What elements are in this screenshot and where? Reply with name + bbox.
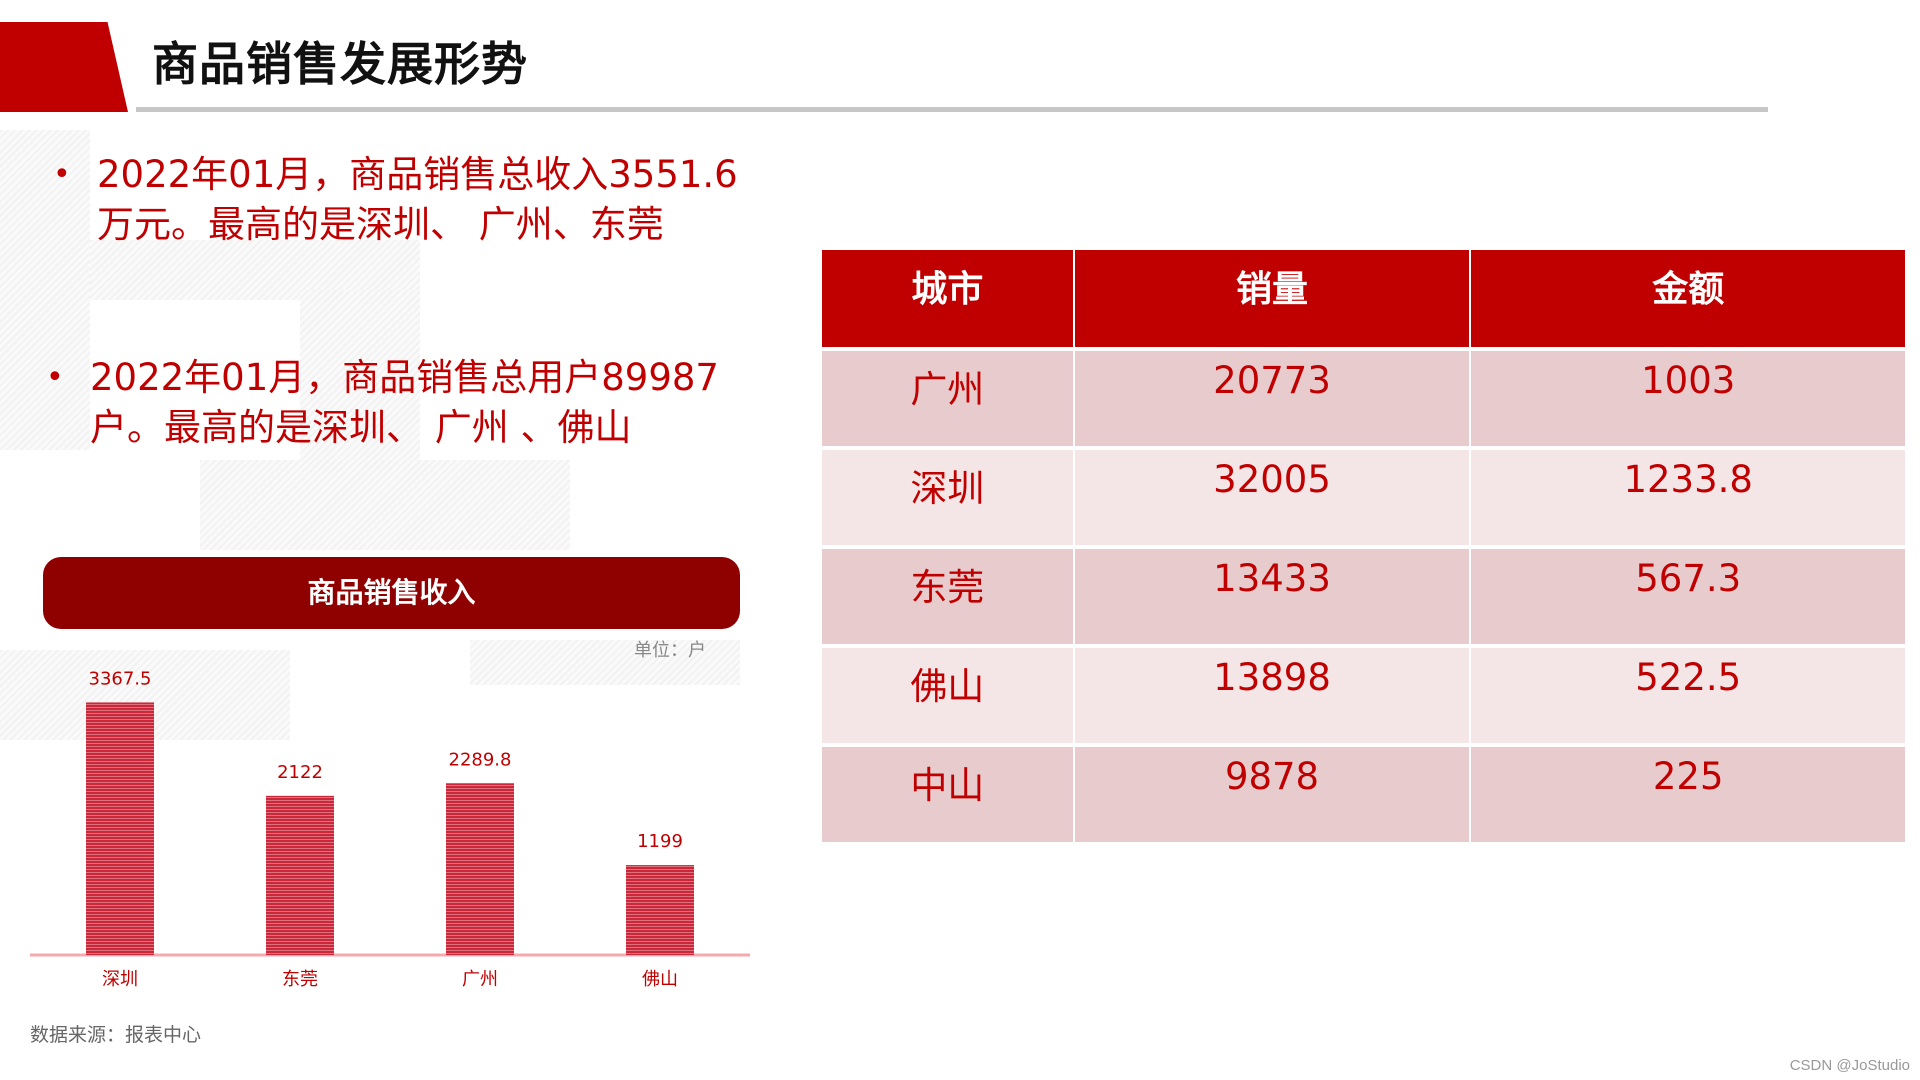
table-cell-volume: 9878 (1074, 747, 1470, 842)
city-sales-table: 城市 销量 金额 广州 20773 1003 深圳 32005 1233.8 东… (820, 246, 1907, 846)
page-title: 商品销售发展形势 (152, 37, 528, 91)
bullet-revenue-line2: 万元。最高的是深圳、 广州、东莞 (97, 203, 664, 246)
header-accent-tab (0, 22, 128, 112)
bullet-revenue-line1: 2022年01月，商品销售总收入3551.6 (97, 153, 738, 196)
table-cell-amount: 1233.8 (1471, 450, 1905, 545)
chart-category-label: 东莞 (282, 969, 318, 990)
chart-title-banner: 商品销售收入 (43, 557, 740, 629)
chart-category-label: 深圳 (102, 969, 138, 990)
background-pattern (470, 640, 740, 685)
table-cell-volume: 32005 (1074, 450, 1470, 545)
background-pattern (300, 290, 420, 470)
data-source-label: 数据来源：报表中心 (30, 1024, 202, 1046)
table-row: 佛山 13898 522.5 (822, 648, 1905, 743)
table-cell-amount: 567.3 (1471, 549, 1905, 644)
chart-data-label: 2122 (277, 762, 323, 783)
chart-data-label: 3367.5 (89, 668, 152, 689)
chart-bar (266, 795, 334, 955)
background-pattern (0, 130, 90, 450)
table-header-row: 城市 销量 金额 (822, 250, 1905, 347)
background-pattern (200, 460, 570, 550)
chart-bar (86, 702, 154, 955)
table-row: 中山 9878 225 (822, 747, 1905, 842)
table-row: 广州 20773 1003 (822, 351, 1905, 446)
chart-unit-label: 单位：户 (634, 640, 706, 661)
bullet-users-line2: 户。最高的是深圳、 广州 、佛山 (90, 406, 632, 449)
bullet-users-line1: 2022年01月，商品销售总用户89987 (90, 356, 719, 399)
column-header-city: 城市 (822, 250, 1073, 347)
table-cell-amount: 1003 (1471, 351, 1905, 446)
table-cell-amount: 225 (1471, 747, 1905, 842)
chart-bar (626, 865, 694, 955)
bullet-dot-icon: • (46, 360, 64, 395)
watermark: CSDN @JoStudio (1789, 1057, 1910, 1074)
bullet-users: • 2022年01月，商品销售总用户89987 户。最高的是深圳、 广州 、佛山 (46, 353, 719, 453)
bullet-dot-icon: • (53, 157, 71, 192)
chart-data-label: 1199 (637, 831, 683, 852)
table-cell-city: 广州 (822, 351, 1073, 446)
column-header-amount: 金额 (1471, 250, 1905, 347)
table-row: 深圳 32005 1233.8 (822, 450, 1905, 545)
table-cell-city: 中山 (822, 747, 1073, 842)
table-cell-city: 佛山 (822, 648, 1073, 743)
chart-category-label: 广州 (462, 969, 498, 990)
column-header-volume: 销量 (1074, 250, 1470, 347)
table-cell-volume: 13898 (1074, 648, 1470, 743)
table-row: 东莞 13433 567.3 (822, 549, 1905, 644)
table-cell-volume: 20773 (1074, 351, 1470, 446)
table-cell-city: 东莞 (822, 549, 1073, 644)
chart-bar (446, 783, 514, 955)
chart-category-label: 佛山 (642, 969, 678, 990)
header-divider (136, 107, 1768, 112)
table-cell-volume: 13433 (1074, 549, 1470, 644)
bullet-revenue: • 2022年01月，商品销售总收入3551.6 万元。最高的是深圳、 广州、东… (53, 150, 738, 250)
table-cell-amount: 522.5 (1471, 648, 1905, 743)
table-cell-city: 深圳 (822, 450, 1073, 545)
bar-chart: 3367.5 深圳 2122 东莞 2289.8 广州 1199 佛山 (30, 668, 750, 990)
chart-data-label: 2289.8 (449, 749, 512, 770)
